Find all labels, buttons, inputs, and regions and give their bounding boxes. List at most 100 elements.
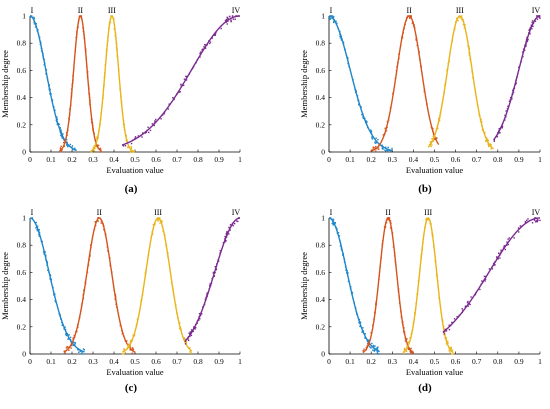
- series-IV-point: [442, 331, 445, 333]
- series-II-point: [59, 147, 62, 149]
- series-I-point: [364, 333, 366, 335]
- series-II-point: [404, 340, 407, 342]
- series-III-point: [451, 353, 453, 355]
- series-II-point: [64, 352, 66, 354]
- series-III-point: [420, 256, 423, 258]
- series-I-point: [347, 272, 349, 274]
- series-II-point: [99, 148, 102, 151]
- series-III-point: [184, 339, 186, 341]
- series-III-point: [427, 218, 430, 220]
- series-III-point: [90, 150, 92, 153]
- series-IV-point: [229, 229, 231, 231]
- series-II-point: [401, 321, 404, 324]
- series-IV-point: [233, 222, 236, 225]
- series-I-point: [74, 147, 76, 149]
- series-III-point: [450, 348, 452, 351]
- series-II-point: [64, 142, 66, 144]
- series-II-point: [370, 331, 372, 334]
- series-II-point: [74, 50, 77, 52]
- series-III-point: [429, 222, 431, 225]
- series-I-point: [63, 327, 66, 329]
- caption-a: (a): [124, 183, 138, 195]
- x-tick-label: 0.2: [67, 357, 77, 366]
- series-I-point: [336, 232, 339, 234]
- series-I-point: [74, 149, 76, 151]
- series-II-point: [390, 227, 393, 229]
- series-II-point: [394, 259, 396, 261]
- series-I-point: [355, 311, 357, 313]
- series-I-point: [68, 338, 70, 340]
- series-III-point: [444, 336, 446, 338]
- series-IV-point: [178, 91, 180, 93]
- series-II-point: [383, 226, 386, 228]
- series-I-point: [371, 137, 373, 139]
- series-I-point: [346, 274, 349, 277]
- series-III-point: [435, 127, 438, 130]
- series-I-markers: [29, 217, 86, 355]
- series-I-point: [343, 261, 346, 263]
- series-IV-point: [535, 217, 537, 219]
- series-III-point: [108, 22, 111, 24]
- series-I-point: [329, 217, 331, 219]
- series-I-point: [370, 130, 373, 132]
- series-III-point: [190, 352, 192, 354]
- series-IV-label: IV: [532, 208, 541, 217]
- series-I-point: [61, 136, 64, 138]
- series-II-point: [374, 312, 376, 315]
- series-I-point: [63, 139, 65, 141]
- series-III-point: [425, 218, 427, 221]
- series-IV-point: [209, 285, 212, 287]
- series-I-point: [58, 313, 60, 315]
- x-tick-label: 0.8: [493, 357, 503, 366]
- series-IV-point: [215, 268, 217, 270]
- series-II-point: [400, 44, 402, 47]
- series-I-point: [31, 217, 34, 219]
- series-I-point: [38, 36, 41, 39]
- series-III-point: [433, 136, 436, 139]
- series-III-point: [99, 123, 101, 126]
- series-II-point: [76, 330, 78, 333]
- series-III-point: [129, 341, 132, 343]
- series-I-point: [377, 353, 380, 355]
- series-IV-point: [224, 240, 227, 243]
- series-III-point: [99, 119, 102, 121]
- y-tick-label: 0.6: [316, 268, 326, 277]
- series-I-point: [331, 222, 333, 225]
- series-I-point: [330, 15, 333, 17]
- series-III-point: [404, 347, 406, 350]
- series-I-point: [365, 123, 368, 126]
- series-I-point: [58, 123, 60, 125]
- series-IV-point: [515, 82, 517, 85]
- series-II-point: [132, 348, 134, 350]
- series-I-point: [346, 272, 348, 274]
- series-III-point: [118, 68, 120, 71]
- series-III-point: [414, 308, 417, 310]
- series-III-point: [454, 28, 456, 30]
- y-tick-label: 0.2: [17, 120, 27, 129]
- series-II-point: [376, 148, 378, 150]
- series-IV-label: IV: [232, 208, 241, 217]
- series-I-point: [337, 28, 339, 30]
- series-IV-point: [506, 244, 508, 246]
- series-I-point: [42, 52, 44, 55]
- series-IV-point: [185, 75, 187, 78]
- series-II-line: [63, 217, 136, 353]
- series-II-point: [68, 114, 71, 116]
- series-IV-point: [532, 25, 534, 28]
- x-tick-label: 0.6: [151, 155, 161, 164]
- series-III-point: [449, 351, 451, 353]
- series-IV-point: [484, 280, 486, 282]
- series-IV-point: [209, 283, 211, 285]
- series-I-point: [33, 16, 35, 19]
- series-III-point: [403, 352, 405, 355]
- series-I-point: [34, 23, 37, 25]
- series-II-point: [60, 148, 62, 150]
- series-IV-point: [227, 232, 229, 234]
- series-I-point: [59, 315, 61, 317]
- series-II-point: [92, 130, 95, 133]
- series-I-point: [38, 235, 41, 238]
- series-II-point: [372, 148, 374, 151]
- series-IV-point: [538, 16, 541, 18]
- series-IV-point: [526, 36, 528, 39]
- series-III-point: [183, 338, 185, 340]
